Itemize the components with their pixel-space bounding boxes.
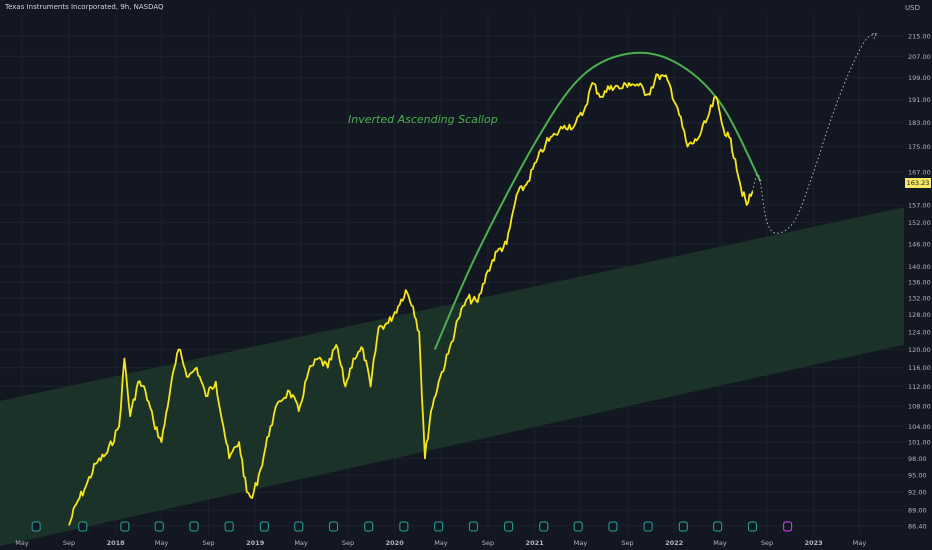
y-tick-label: 215.00 <box>908 33 931 41</box>
x-tick-label: 2019 <box>246 539 265 547</box>
earnings-marker <box>259 521 269 532</box>
x-tick-label: Sep <box>621 539 633 547</box>
earnings-marker <box>783 521 793 532</box>
earnings-marker <box>608 521 618 532</box>
earnings-marker <box>747 521 757 532</box>
x-tick-label: 2022 <box>665 539 683 547</box>
x-tick-label: May <box>434 539 448 547</box>
y-tick-label: 104.00 <box>908 423 931 431</box>
y-tick-label: 136.00 <box>908 279 931 287</box>
y-tick-label: 108.00 <box>908 403 931 411</box>
x-tick-label: Sep <box>342 539 354 547</box>
y-tick-label: 157.00 <box>908 201 931 209</box>
y-tick-label: 167.00 <box>908 168 931 176</box>
y-tick-label: 112.00 <box>908 383 931 391</box>
y-tick-label: 92.00 <box>908 489 927 497</box>
earnings-marker <box>154 521 164 532</box>
pattern-annotation: Inverted Ascending Scallop <box>348 113 498 126</box>
x-tick-label: May <box>853 539 867 547</box>
y-tick-label: 101.00 <box>908 439 931 447</box>
y-tick-label: 207.00 <box>908 53 931 61</box>
earnings-marker <box>678 521 688 532</box>
y-tick-label: 175.00 <box>908 143 931 151</box>
x-tick-label: 2021 <box>526 539 545 547</box>
y-axis: 215.00 207.00 199.00 191.00 183.00 175.00 167.… <box>908 33 931 531</box>
x-tick-label: May <box>294 539 308 547</box>
earnings-marker <box>364 521 374 532</box>
y-tick-label: 183.00 <box>908 119 931 127</box>
y-tick-label: 140.00 <box>908 263 931 271</box>
x-tick-label: 2023 <box>805 539 823 547</box>
x-tick-label: Sep <box>202 539 214 547</box>
projection-line <box>751 33 877 234</box>
earnings-marker <box>31 521 41 532</box>
price-line <box>68 73 754 526</box>
earnings-marker <box>294 521 304 532</box>
price-projection <box>751 32 878 234</box>
price-series <box>68 73 754 526</box>
x-tick-label: May <box>713 539 727 547</box>
earnings-marker <box>224 521 234 532</box>
y-tick-label: 199.00 <box>908 74 931 82</box>
earnings-marker <box>643 521 653 532</box>
y-tick-label: 132.00 <box>908 295 931 303</box>
y-tick-label: 116.00 <box>908 364 931 372</box>
y-tick-label: 152.00 <box>908 219 931 227</box>
earnings-marker <box>468 521 478 532</box>
earnings-marker <box>504 521 514 532</box>
x-tick-label: 2020 <box>386 539 405 547</box>
x-tick-label: May <box>15 539 29 547</box>
y-tick-label: 124.00 <box>908 328 931 336</box>
current-price-badge: 163.23 <box>905 178 931 188</box>
x-tick-label: 2018 <box>107 539 126 547</box>
y-tick-label: 120.00 <box>908 346 931 354</box>
x-tick-label: Sep <box>761 539 773 547</box>
ascending-channel <box>0 207 904 547</box>
y-tick-label: 95.00 <box>908 471 927 479</box>
earnings-marker <box>539 521 549 532</box>
x-axis: May Sep 2018 May Sep 2019 May Sep 2020 May Sep 2021… <box>15 539 866 547</box>
earnings-marker <box>399 521 409 532</box>
y-tick-label: 86.40 <box>908 523 927 531</box>
y-tick-label: 89.00 <box>908 507 927 515</box>
earnings-marker <box>78 521 88 532</box>
x-tick-label: Sep <box>482 539 494 547</box>
earnings-marker <box>329 521 339 532</box>
projection-arrowhead <box>870 32 878 39</box>
y-tick-label: 128.00 <box>908 311 931 319</box>
earnings-marker <box>573 521 583 532</box>
y-tick-label: 191.00 <box>908 96 931 104</box>
x-tick-label: May <box>574 539 588 547</box>
earnings-marker <box>189 521 199 532</box>
chart-title: Texas Instruments Incorporated, 9h, NASD… <box>5 3 164 11</box>
earnings-marker <box>434 521 444 532</box>
y-tick-label: 146.00 <box>908 241 931 249</box>
channel-fill <box>0 207 904 547</box>
earnings-marker <box>713 521 723 532</box>
x-tick-label: Sep <box>63 539 75 547</box>
currency-label: USD <box>905 4 920 12</box>
earnings-markers <box>31 521 793 532</box>
earnings-marker <box>120 521 130 532</box>
y-tick-label: 98.00 <box>908 455 927 463</box>
x-tick-label: May <box>155 539 169 547</box>
